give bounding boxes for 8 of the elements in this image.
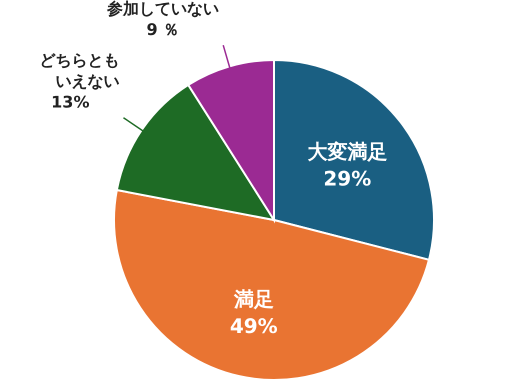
data-label: 9 ％ [146,20,180,40]
data-label: 49% [230,314,278,338]
data-label: 29% [323,166,372,191]
slice-label: どちらともいえない [39,50,120,91]
data-label: 13% [51,92,90,112]
slice-label: 満足 [232,287,274,312]
slice-label: 参加していない [106,0,220,18]
slice-label: 大変満足 [307,140,388,164]
